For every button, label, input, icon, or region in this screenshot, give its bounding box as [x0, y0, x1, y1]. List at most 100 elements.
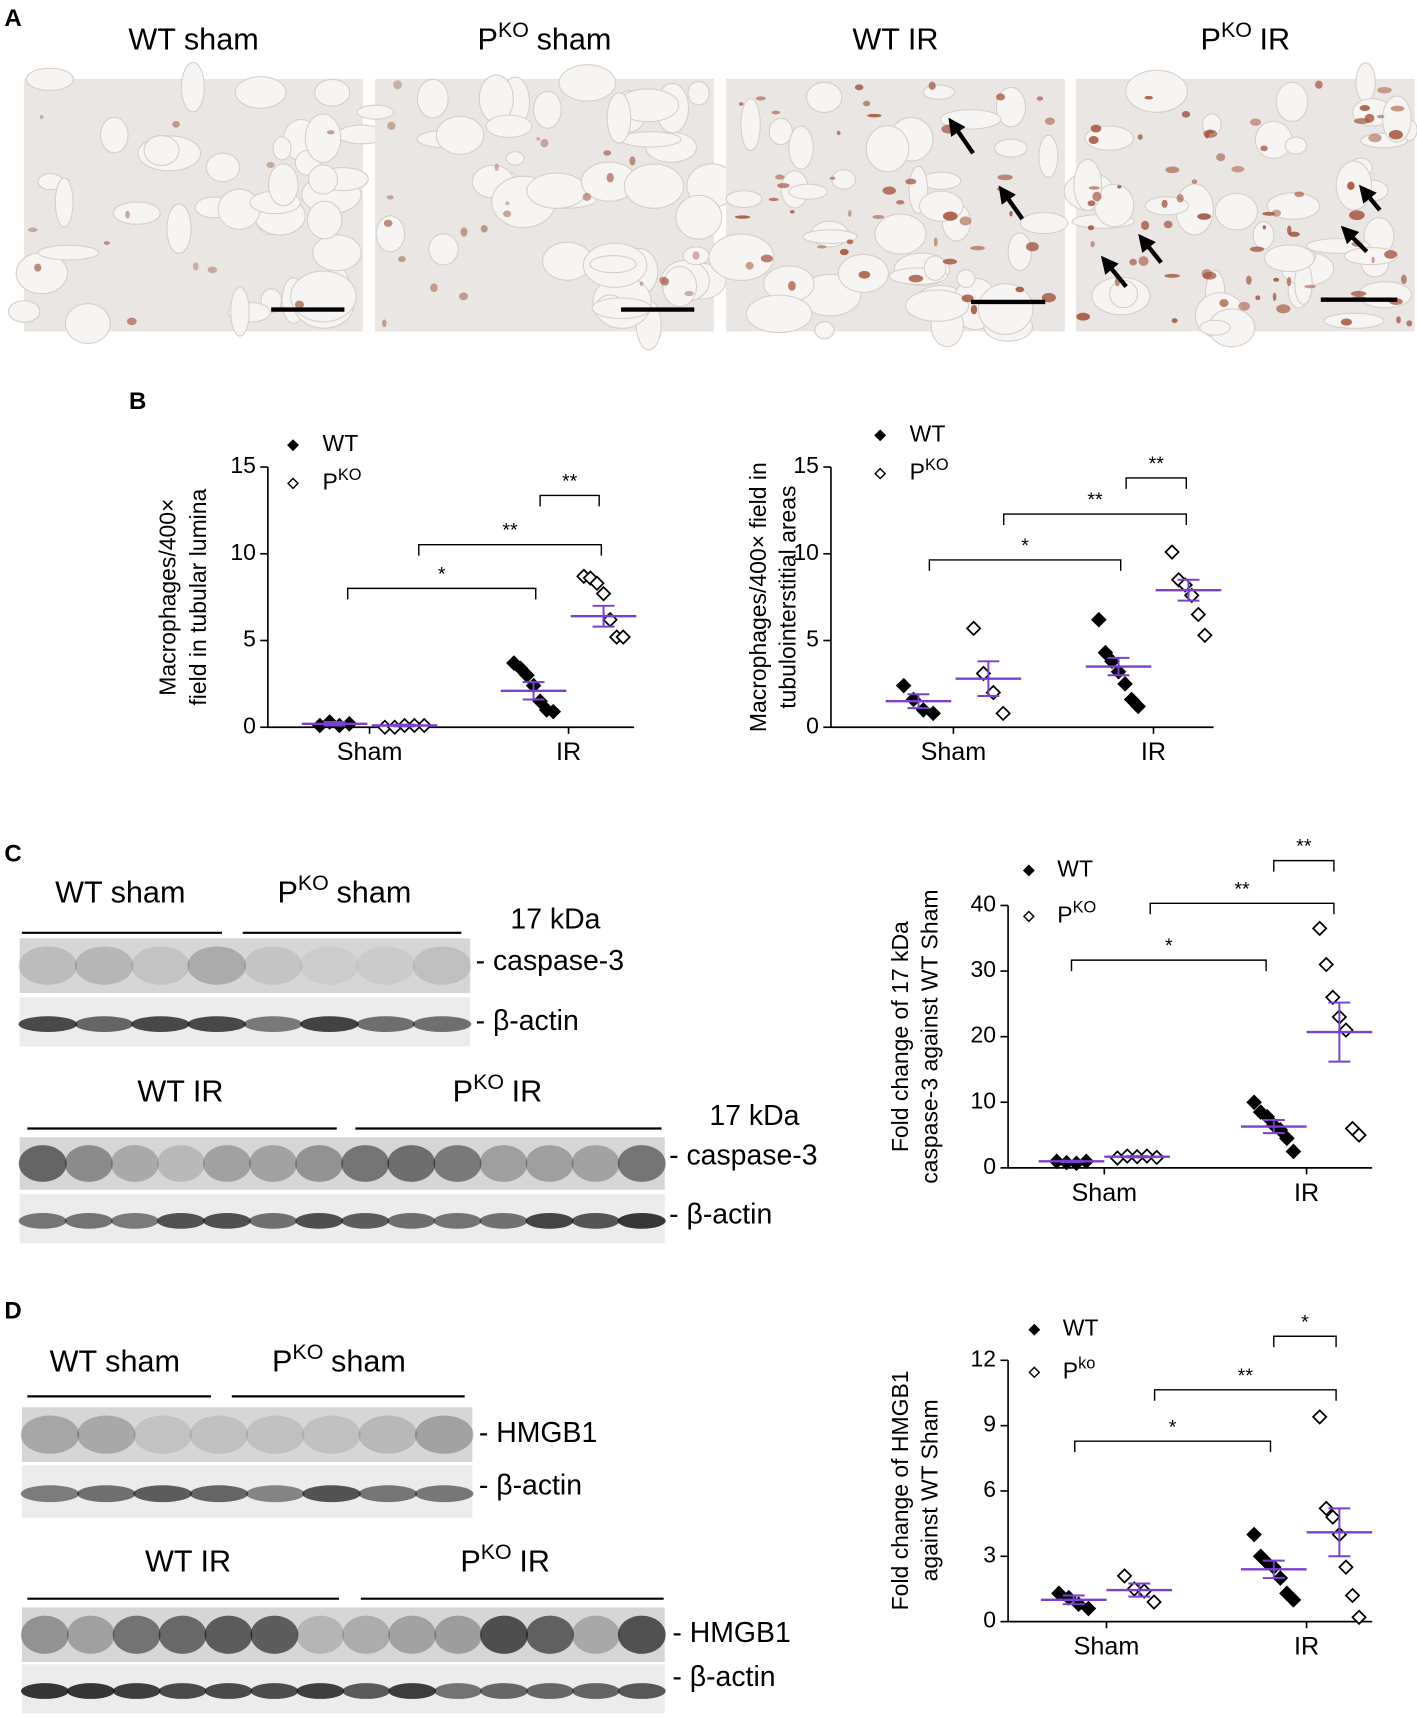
tissue-structure	[37, 244, 100, 261]
stain	[836, 130, 841, 136]
stain	[1406, 320, 1413, 327]
y-axis-label-line: Macrophages/400×	[155, 499, 181, 696]
blot-band	[131, 946, 190, 985]
blot-band	[243, 946, 303, 985]
blot-band	[250, 1615, 299, 1654]
stain	[582, 192, 592, 201]
tissue-structure	[272, 136, 292, 161]
blot-band	[20, 1615, 69, 1654]
stain	[1249, 118, 1262, 126]
stain	[1304, 284, 1317, 289]
stain	[928, 81, 936, 90]
x-tick-label: Sham	[1074, 1633, 1140, 1661]
blot-group-label: WT sham	[55, 876, 185, 910]
blot-band	[479, 1145, 528, 1182]
tissue-structure	[768, 117, 793, 146]
tissue-structure	[606, 92, 632, 144]
stain	[381, 319, 387, 328]
stain	[997, 187, 1004, 191]
stain	[505, 201, 510, 206]
micrograph-title-main: WT sham	[128, 23, 258, 57]
stain	[1349, 210, 1365, 221]
data-point	[1351, 1609, 1367, 1626]
legend-label: PKO	[323, 466, 362, 494]
stain	[1314, 80, 1323, 89]
x-tick-label: Sham	[1071, 1179, 1137, 1207]
blot-band	[526, 1683, 574, 1699]
x-tick-label: IR	[1294, 1179, 1319, 1207]
stain	[639, 281, 644, 287]
blot-band	[156, 1213, 205, 1229]
significance-label: **	[1087, 489, 1103, 511]
stain	[1140, 220, 1150, 231]
blot-band	[20, 1683, 69, 1699]
y-tick-label: 10	[971, 1087, 997, 1113]
blot-group-label-rest: IR	[512, 1075, 543, 1109]
blot-band	[295, 1145, 344, 1182]
y-axis-label-line: tubulointerstitial areas	[774, 485, 800, 708]
significance-bracket	[928, 559, 1122, 571]
tissue-structure	[314, 78, 351, 107]
stain	[882, 186, 896, 195]
stain	[1262, 211, 1275, 216]
legend-label: PKO	[1057, 899, 1096, 927]
tissue-structure	[217, 188, 261, 230]
tissue-structure	[1284, 136, 1308, 155]
data-point	[925, 705, 941, 722]
stain	[294, 300, 305, 309]
stain	[788, 280, 796, 291]
blot-band	[572, 1683, 620, 1699]
stain	[692, 251, 700, 260]
blot-band	[74, 1016, 134, 1032]
panel-label: B	[129, 388, 146, 415]
blot-group-label-main: P	[453, 1075, 473, 1109]
blot-group-label-rest: IR	[519, 1545, 550, 1579]
stain	[734, 215, 751, 219]
stain	[536, 137, 541, 141]
tissue-structure	[312, 234, 362, 272]
tissue-structure	[675, 194, 723, 240]
significance-label: **	[1234, 878, 1250, 900]
stain	[1197, 213, 1212, 220]
data-point	[1080, 1600, 1097, 1617]
arrow	[1340, 225, 1369, 254]
panel-label: C	[4, 841, 21, 868]
blot-band	[617, 1145, 666, 1182]
stain	[540, 139, 549, 148]
data-point	[965, 620, 982, 637]
stain	[738, 102, 744, 106]
blot-group-label: WT IR	[145, 1545, 231, 1579]
blot-background	[19, 938, 471, 993]
stain	[1117, 185, 1122, 189]
y-tick-label: 5	[806, 626, 819, 652]
micrograph-title-main: WT IR	[852, 23, 938, 57]
tissue-structure	[814, 321, 835, 340]
stain	[777, 183, 790, 189]
significance-bracket	[1273, 859, 1335, 872]
blot-group-label-main: P	[277, 876, 297, 910]
blot-band	[387, 1145, 436, 1182]
tissue-structure	[1263, 244, 1315, 273]
legend-name: P	[323, 468, 338, 494]
blot-band	[302, 1415, 361, 1454]
stain	[858, 270, 871, 279]
stain	[1138, 256, 1149, 266]
blot-band	[388, 1683, 437, 1699]
stain	[755, 96, 766, 101]
stain	[848, 209, 852, 217]
blot-group-label-rest: sham	[331, 1345, 406, 1379]
blot-group-label: PKO sham	[277, 870, 411, 909]
blot-band-label: - HMGB1	[479, 1417, 597, 1449]
blot-band-label: - HMGB1	[672, 1617, 790, 1649]
significance-label: **	[1238, 1365, 1254, 1387]
stain	[970, 245, 985, 251]
blot-band	[434, 1615, 482, 1654]
legend-marker	[1028, 1366, 1041, 1379]
error-bar	[1128, 1582, 1151, 1598]
significance-label: *	[438, 563, 446, 585]
blot-band	[189, 1485, 249, 1503]
tissue-structure	[308, 164, 339, 195]
legend-label: Pko	[1063, 1355, 1096, 1383]
blot-band	[387, 1213, 436, 1229]
